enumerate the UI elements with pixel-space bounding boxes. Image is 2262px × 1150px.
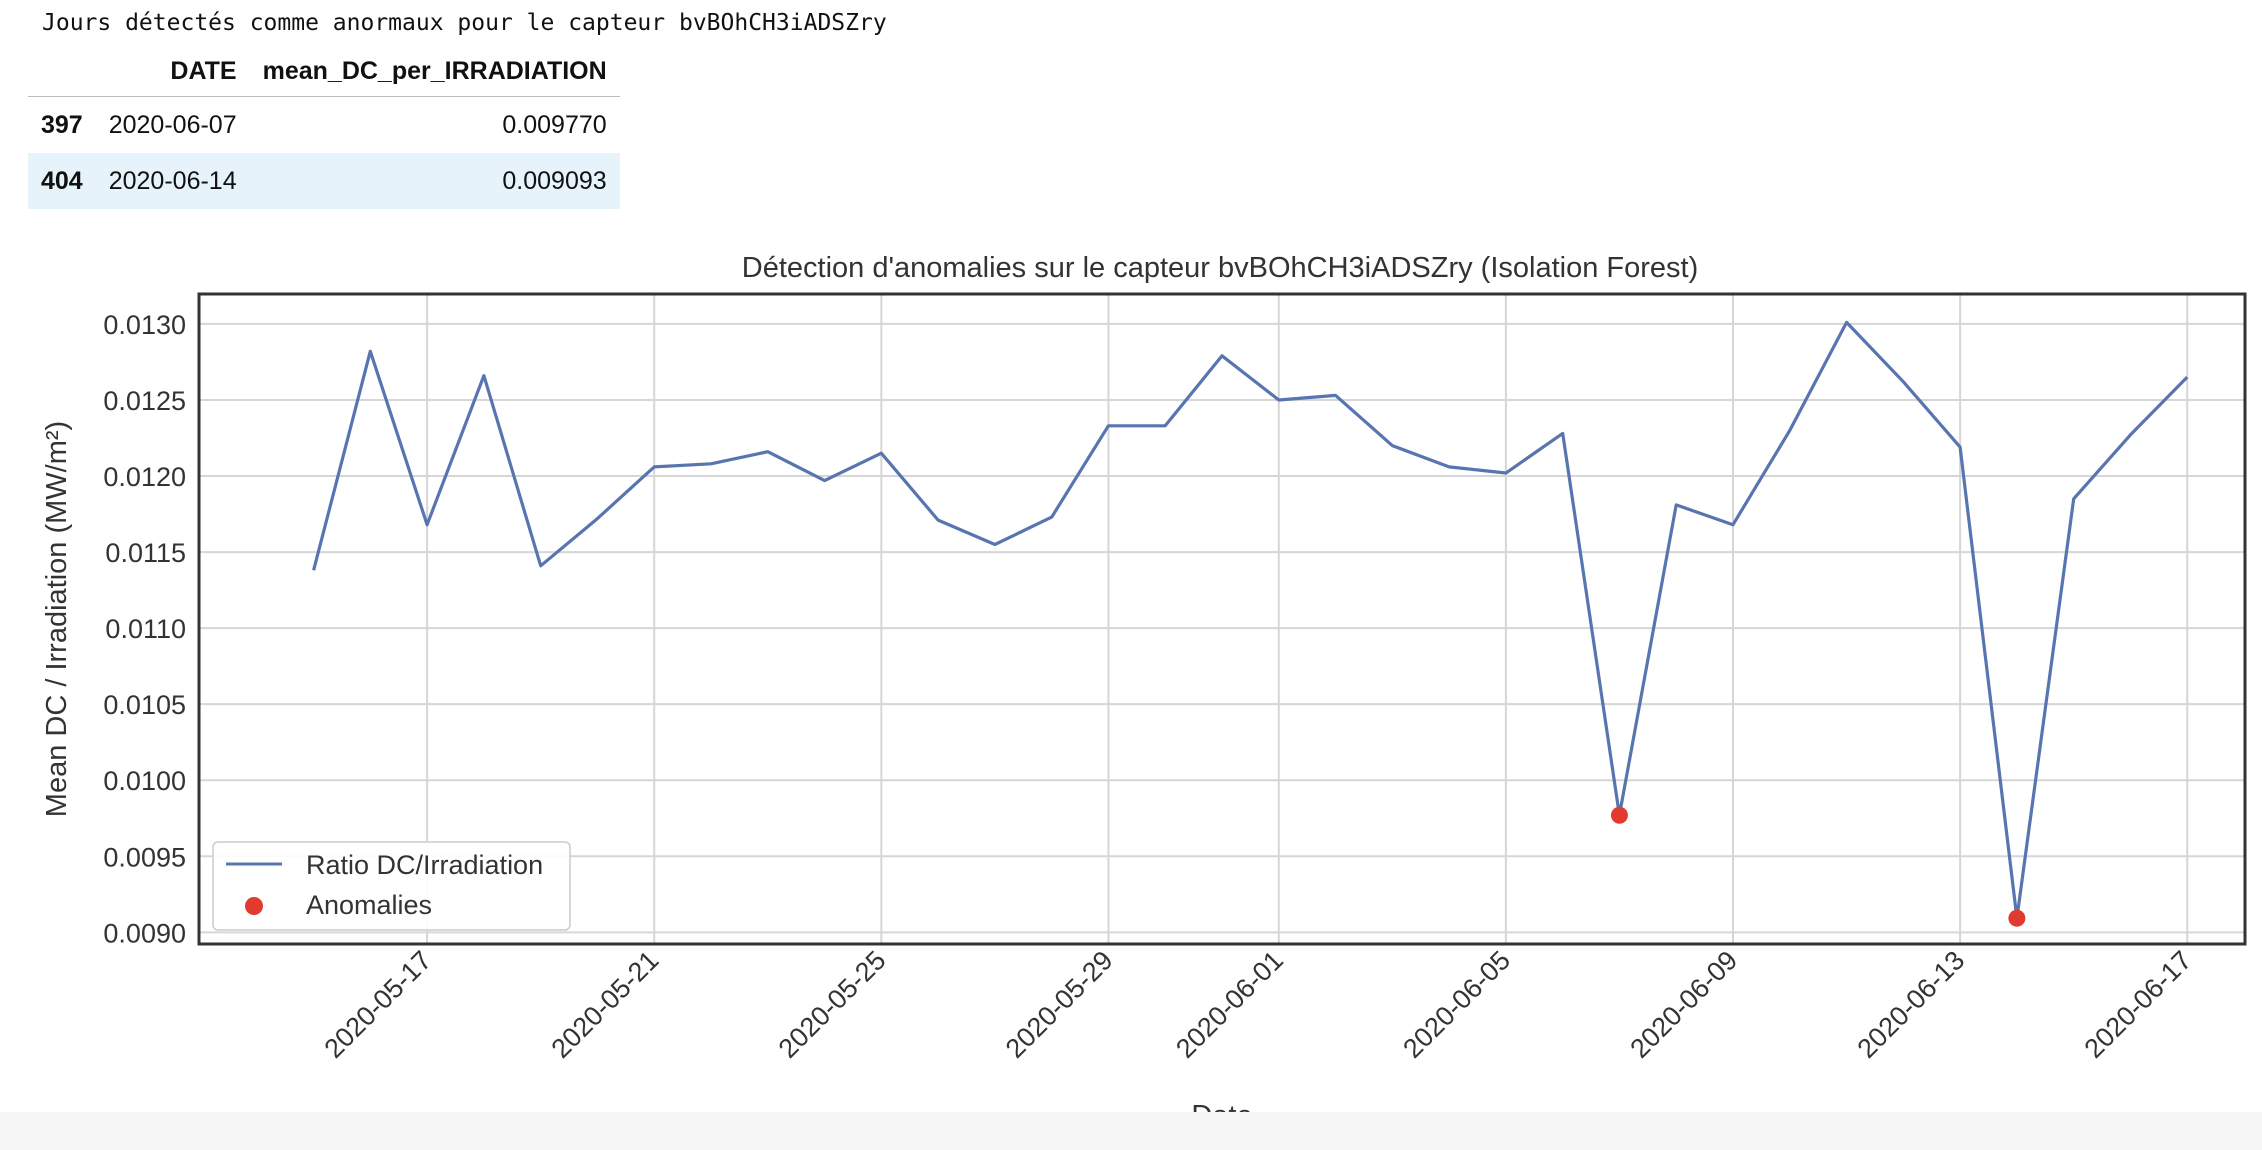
- y-axis-label: Mean DC / Irradiation (MW/m²): [41, 421, 73, 817]
- y-tick-labels: 0.0090 0.0095 0.0100 0.0105 0.0110 0.0115 0.01…: [103, 310, 186, 948]
- x-tick-label: 2020-06-17: [2079, 945, 2198, 1064]
- y-tick-label: 0.0120: [103, 462, 186, 492]
- anomaly-table: DATE mean_DC_per_IRRADIATION 397 2020-06…: [28, 46, 620, 209]
- table-row: 397 2020-06-07 0.009770: [28, 97, 620, 154]
- column-header-ratio: mean_DC_per_IRRADIATION: [249, 46, 620, 97]
- y-tick-label: 0.0110: [105, 614, 186, 644]
- row-index: 397: [41, 110, 83, 139]
- output-text: Jours détectés comme anormaux pour le ca…: [42, 10, 887, 36]
- table-header-row: DATE mean_DC_per_IRRADIATION: [28, 46, 620, 97]
- x-tick-labels: 2020-05-17 2020-05-21 2020-05-25 2020-05-29…: [318, 945, 2197, 1064]
- series-lines: [312, 320, 2189, 920]
- table-row: 404 2020-06-14 0.009093: [28, 153, 620, 209]
- row-date: 2020-06-07: [108, 110, 237, 139]
- y-tick-label: 0.0125: [103, 386, 186, 416]
- y-tick-label: 0.0095: [103, 842, 186, 872]
- anomaly-point: [1610, 806, 1628, 824]
- legend-box: [212, 841, 571, 931]
- x-tick-label: 2020-06-13: [1851, 945, 1970, 1064]
- y-tick-label: 0.0100: [103, 766, 186, 796]
- y-tick-label: 0.0105: [103, 690, 186, 720]
- x-tick-label: 2020-06-09: [1624, 945, 1743, 1064]
- plot-frame: [197, 292, 2247, 946]
- y-tick-label: 0.0090: [103, 918, 186, 948]
- row-index: 404: [28, 153, 96, 209]
- chart-legend: Ratio DC/Irradiation Anomalies: [212, 841, 571, 931]
- x-tick-label: 2020-06-01: [1170, 945, 1289, 1064]
- y-tick-label: 0.0115: [105, 538, 186, 568]
- y-tick-label: 0.0130: [103, 310, 186, 340]
- column-header-date: DATE: [95, 46, 250, 97]
- legend-label-ratio: Ratio DC/Irradiation: [306, 850, 543, 880]
- anomaly-points: [1610, 806, 2026, 927]
- legend-label-anomalies: Anomalies: [306, 890, 432, 920]
- row-value: 0.009770: [502, 110, 607, 139]
- x-tick-label: 2020-06-05: [1397, 945, 1516, 1064]
- ratio-series-line: [312, 320, 2189, 920]
- row-value: 0.009093: [249, 153, 620, 209]
- x-tick-label: 2020-05-29: [1000, 945, 1119, 1064]
- anomaly-point: [2008, 909, 2026, 927]
- x-tick-label: 2020-05-17: [318, 945, 437, 1064]
- legend-dot-swatch: [245, 897, 263, 915]
- row-date: 2020-06-14: [95, 153, 250, 209]
- index-header: [28, 46, 96, 97]
- bottom-strip: [0, 1112, 2262, 1150]
- x-tick-label: 2020-05-25: [773, 945, 892, 1064]
- chart-title: Détection d'anomalies sur le capteur bvB…: [742, 252, 1698, 284]
- x-tick-label: 2020-05-21: [546, 945, 665, 1064]
